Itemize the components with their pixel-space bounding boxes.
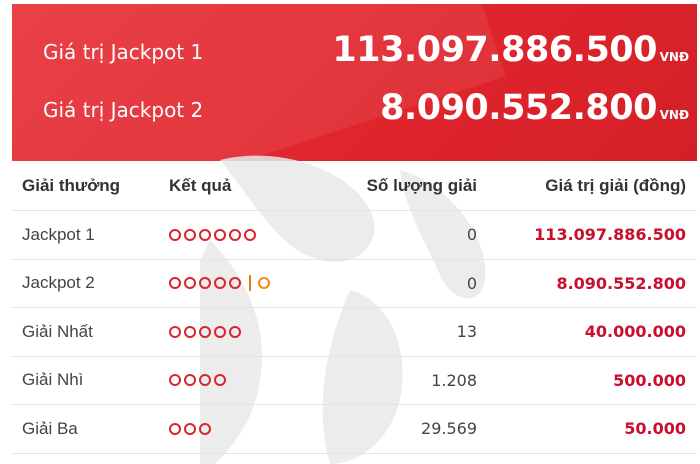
prize-name: Giải Ba — [22, 418, 78, 438]
table-row: Giải Ba 29.569 50.000 — [12, 405, 697, 454]
prize-name: Jackpot 2 — [22, 273, 95, 293]
match-dot-icon — [184, 374, 196, 387]
jackpot-1-label: Giá trị Jackpot 1 — [43, 40, 204, 64]
prize-count: 1.208 — [431, 370, 477, 390]
match-dot-icon — [229, 277, 241, 290]
prize-name: Jackpot 1 — [22, 224, 95, 244]
match-dot-icon — [169, 277, 181, 290]
match-dot-icon — [214, 277, 226, 290]
match-dot-icon — [199, 277, 211, 290]
prize-count: 29.569 — [421, 419, 477, 439]
prize-name: Giải Nhất — [22, 321, 93, 341]
bonus-dot-icon — [258, 277, 270, 290]
match-dot-icon — [169, 325, 181, 338]
match-dot-icon — [214, 228, 226, 241]
table-header-row: Giải thưởng Kết quả Số lượng giải Giá tr… — [12, 161, 697, 211]
jackpot-2-unit: VNĐ — [659, 108, 689, 122]
table-row: Giải Nhất 13 40.000.000 — [12, 308, 697, 357]
match-dot-icon — [184, 325, 196, 338]
prize-value: 113.097.886.500 — [534, 225, 686, 245]
table-row: Jackpot 1 0 113.097.886.500 — [12, 211, 697, 260]
jackpot-banner: Giá trị Jackpot 1 113.097.886.500 VNĐ Gi… — [12, 4, 697, 161]
prize-count: 13 — [456, 322, 477, 342]
match-dot-icon — [244, 228, 256, 241]
match-dot-icon — [199, 422, 211, 435]
table-row: Jackpot 2 0 8.090.552.800 — [12, 260, 697, 308]
jackpot-2-row: Giá trị Jackpot 2 8.090.552.800 VNĐ — [12, 86, 697, 142]
match-dot-icon — [214, 374, 226, 387]
jackpot-1-unit: VNĐ — [659, 50, 689, 64]
prize-value: 500.000 — [613, 370, 686, 390]
result-dots — [169, 405, 211, 453]
jackpot-1-row: Giá trị Jackpot 1 113.097.886.500 VNĐ — [12, 28, 697, 84]
jackpot-2-value: 8.090.552.800 — [380, 88, 657, 128]
match-dot-icon — [214, 325, 226, 338]
jackpot-1-value: 113.097.886.500 — [332, 30, 657, 70]
match-dot-icon — [184, 228, 196, 241]
match-dot-icon — [199, 228, 211, 241]
header-result: Kết quả — [169, 175, 232, 195]
result-dots — [169, 211, 256, 259]
results-table: Giải thưởng Kết quả Số lượng giải Giá tr… — [12, 161, 697, 454]
result-dots — [169, 260, 270, 308]
prize-value: 8.090.552.800 — [556, 273, 686, 293]
table-row: Giải Nhì 1.208 500.000 — [12, 357, 697, 405]
match-dot-icon — [199, 325, 211, 338]
bonus-separator — [249, 275, 251, 292]
match-dot-icon — [229, 325, 241, 338]
prize-value: 40.000.000 — [584, 322, 686, 342]
result-dots — [169, 308, 241, 356]
header-value: Giá trị giải (đồng) — [545, 175, 686, 195]
match-dot-icon — [184, 422, 196, 435]
match-dot-icon — [169, 228, 181, 241]
match-dot-icon — [184, 277, 196, 290]
result-dots — [169, 357, 226, 405]
prize-value: 50.000 — [624, 419, 686, 439]
header-count: Số lượng giải — [366, 175, 477, 195]
match-dot-icon — [199, 374, 211, 387]
jackpot-2-label: Giá trị Jackpot 2 — [43, 98, 204, 122]
match-dot-icon — [169, 374, 181, 387]
header-prize: Giải thưởng — [22, 175, 121, 195]
match-dot-icon — [169, 422, 181, 435]
prize-name: Giải Nhì — [22, 370, 84, 390]
prize-count: 0 — [466, 273, 477, 293]
match-dot-icon — [229, 228, 241, 241]
prize-count: 0 — [466, 225, 477, 245]
